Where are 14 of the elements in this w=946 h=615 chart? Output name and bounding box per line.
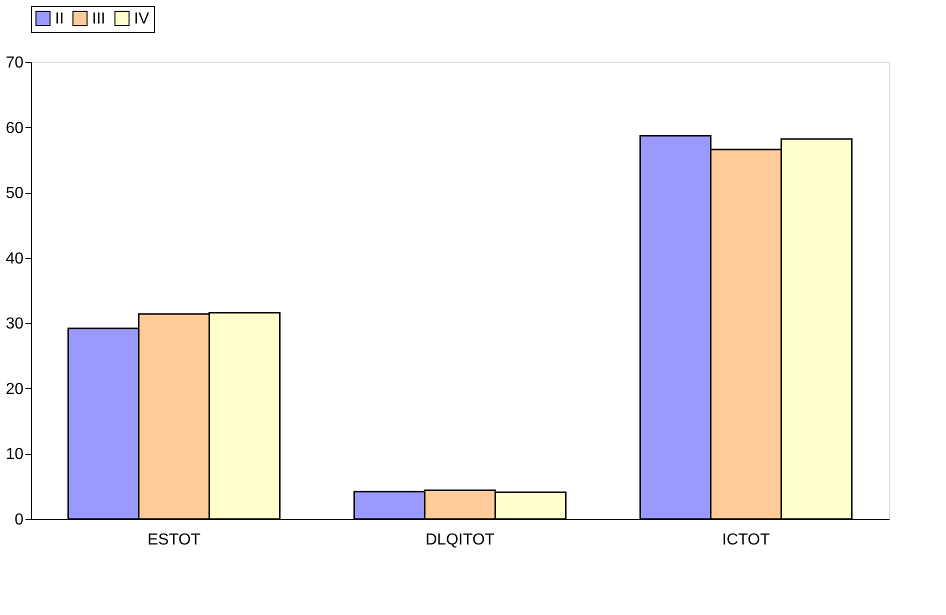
x-tick-label: DLQITOT — [425, 532, 495, 548]
y-tick-label: 20 — [6, 380, 24, 398]
x-tick-label: ICTOT — [722, 532, 770, 548]
legend-label: II — [55, 10, 64, 28]
x-tick-label: ESTOT — [147, 532, 201, 548]
legend-label: III — [92, 10, 106, 28]
legend-label: IV — [134, 10, 150, 28]
y-tick-label: 10 — [6, 446, 24, 464]
y-tick-label: 30 — [6, 316, 24, 333]
y-tick-label: 70 — [6, 54, 24, 72]
y-tick-label: 60 — [6, 120, 24, 137]
y-tick-label: 0 — [14, 512, 24, 528]
y-tick-label: 40 — [6, 250, 24, 268]
y-tick-label: 50 — [6, 185, 24, 202]
